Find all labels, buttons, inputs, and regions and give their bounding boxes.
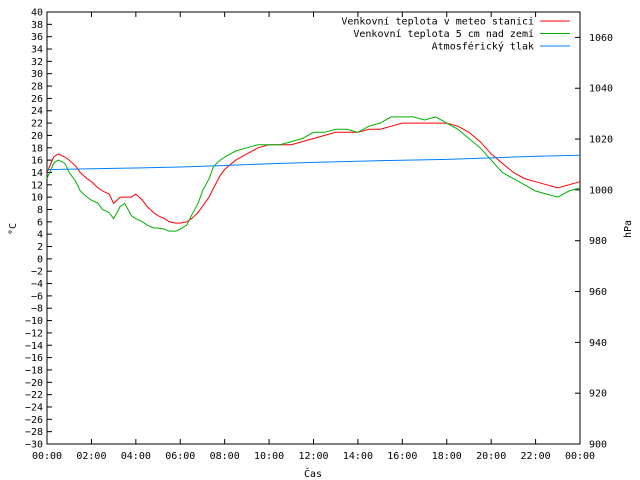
x-tick-label: 10:00 [254,451,284,462]
y-tick-label: 34 [31,45,43,56]
y2-tick-label: 920 [589,389,607,400]
y-tick-label: 24 [31,106,43,117]
x-tick-label: 20:00 [476,451,506,462]
y-tick-label: 12 [31,180,43,191]
y-tick-label: 18 [31,143,43,154]
y-tick-label: 10 [31,193,43,204]
y-axis-label: °C [8,223,19,235]
y-tick-label: −16 [25,353,43,364]
y2-tick-label: 960 [589,287,607,298]
y2-tick-label: 980 [589,236,607,247]
x-tick-label: 16:00 [387,451,417,462]
axes: −30−28−26−24−22−20−18−16−14−12−10−8−6−4−… [25,8,613,463]
series-lines [46,116,581,232]
legend-label-3: Atmosférický tlak [432,41,534,53]
y-tick-label: 14 [31,168,43,179]
y-tick-label: 38 [31,20,43,31]
y2-tick-label: 900 [589,440,607,451]
y-tick-label: −20 [25,378,43,389]
y2-tick-label: 1020 [589,135,613,146]
y-tick-label: 2 [37,242,43,253]
x-tick-label: 04:00 [121,451,151,462]
legend: Venkovní teplota v meteo staniciVenkovní… [341,16,570,53]
y-tick-label: 4 [37,230,43,241]
y-tick-label: 36 [31,32,43,43]
y-tick-label: −24 [25,402,43,413]
x-tick-label: 00:00 [565,451,595,462]
series-line-3 [46,154,581,171]
x-tick-label: 00:00 [32,451,62,462]
y-tick-label: −12 [25,328,43,339]
y2-tick-label: 1060 [589,33,613,44]
y-tick-label: 32 [31,57,43,68]
y-tick-label: 30 [31,69,43,80]
y-tick-label: −30 [25,440,43,451]
series-line-2 [46,116,581,232]
legend-label-2: Venkovní teplota 5 cm nad zemí [353,28,534,40]
y-tick-label: 16 [31,156,43,167]
x-tick-label: 22:00 [521,451,551,462]
x-tick-label: 02:00 [76,451,106,462]
x-tick-label: 14:00 [343,451,373,462]
y-tick-label: 20 [31,131,43,142]
legend-label-1: Venkovní teplota v meteo stanici [341,16,534,28]
y-tick-label: 0 [37,254,43,265]
y-tick-label: 6 [37,217,43,228]
y-tick-label: −6 [31,291,43,302]
x-tick-label: 08:00 [210,451,240,462]
y-tick-label: 26 [31,94,43,105]
y2-axis-label: hPa [623,220,634,238]
plot-border [46,11,581,445]
y-tick-label: −14 [25,341,43,352]
y2-tick-label: 1000 [589,185,613,196]
y-tick-label: 22 [31,119,43,130]
x-tick-label: 12:00 [298,451,328,462]
y2-tick-label: 1040 [589,84,613,95]
y-tick-label: 28 [31,82,43,93]
x-axis-label: Čas [304,467,322,480]
y-tick-label: −18 [25,365,43,376]
y-tick-label: 40 [31,8,43,19]
y-tick-label: −10 [25,316,43,327]
x-tick-label: 06:00 [165,451,195,462]
y-tick-label: 8 [37,205,43,216]
series-line-1 [46,122,581,224]
y-tick-label: −8 [31,304,43,315]
y-tick-label: −4 [31,279,43,290]
y-tick-label: −2 [31,267,43,278]
y-tick-label: −22 [25,390,43,401]
y2-tick-label: 940 [589,338,607,349]
y-tick-label: −28 [25,427,43,438]
x-tick-label: 18:00 [432,451,462,462]
y-tick-label: −26 [25,415,43,426]
